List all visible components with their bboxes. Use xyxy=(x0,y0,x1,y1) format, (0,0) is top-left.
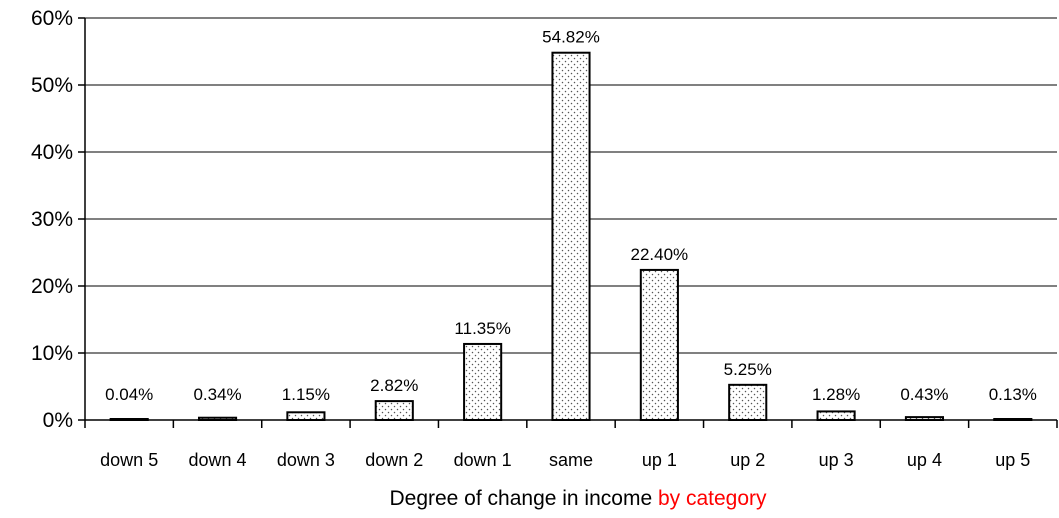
data-label: 0.34% xyxy=(193,385,241,404)
y-tick-label: 40% xyxy=(31,141,73,164)
y-tick-label: 60% xyxy=(31,7,73,30)
data-label: 54.82% xyxy=(542,28,600,47)
data-label: 1.28% xyxy=(812,385,860,404)
x-axis-title-part: by category xyxy=(658,487,767,510)
y-tick-label: 10% xyxy=(31,342,73,365)
x-tick-label: up 4 xyxy=(907,450,942,470)
x-tick-labels: down 5 down 4 down 3 down 2 down 1 same up 1 up… xyxy=(100,450,1030,470)
bar xyxy=(551,51,591,422)
data-label: 1.15% xyxy=(282,385,330,404)
x-tick-label: down 1 xyxy=(454,450,512,470)
bar xyxy=(286,411,326,422)
data-label: 0.04% xyxy=(105,385,153,404)
data-label: 11.35% xyxy=(454,319,510,338)
x-tick-label: up 5 xyxy=(995,450,1030,470)
y-tick-label: 20% xyxy=(31,275,73,298)
axes xyxy=(84,18,1058,428)
x-tick-label: same xyxy=(549,450,593,470)
x-tick-label: down 3 xyxy=(277,450,335,470)
bar xyxy=(816,410,856,422)
y-tick-label: 30% xyxy=(31,208,73,231)
x-tick-label: down 4 xyxy=(189,450,247,470)
data-label: 2.82% xyxy=(370,376,418,395)
y-tick-labels: 0% 10% 20% 30% 40% 50% 60% xyxy=(31,7,73,432)
x-axis-title-part: Degree of change in income xyxy=(389,487,658,510)
y-tick-label: 0% xyxy=(43,409,73,432)
x-axis-title: Degree of change in income by category xyxy=(389,487,767,510)
x-tick-label: up 2 xyxy=(730,450,765,470)
bar xyxy=(374,400,414,421)
x-tick-label: down 2 xyxy=(365,450,423,470)
bar xyxy=(463,342,503,421)
x-tick-label: up 1 xyxy=(642,450,677,470)
data-label: 0.43% xyxy=(900,385,948,404)
data-labels: 0.04% 0.34% 1.15% 2.82% 11.35% 54.82% 22.40% 5.… xyxy=(105,28,1037,404)
x-tick-label: down 5 xyxy=(100,450,158,470)
bar xyxy=(728,383,768,422)
data-label: 5.25% xyxy=(724,360,772,379)
data-label: 0.13% xyxy=(989,385,1037,404)
bars xyxy=(109,51,1033,422)
x-tick-label: up 3 xyxy=(819,450,854,470)
data-label: 22.40% xyxy=(631,245,689,264)
bar xyxy=(639,268,679,422)
y-tick-label: 50% xyxy=(31,74,73,97)
